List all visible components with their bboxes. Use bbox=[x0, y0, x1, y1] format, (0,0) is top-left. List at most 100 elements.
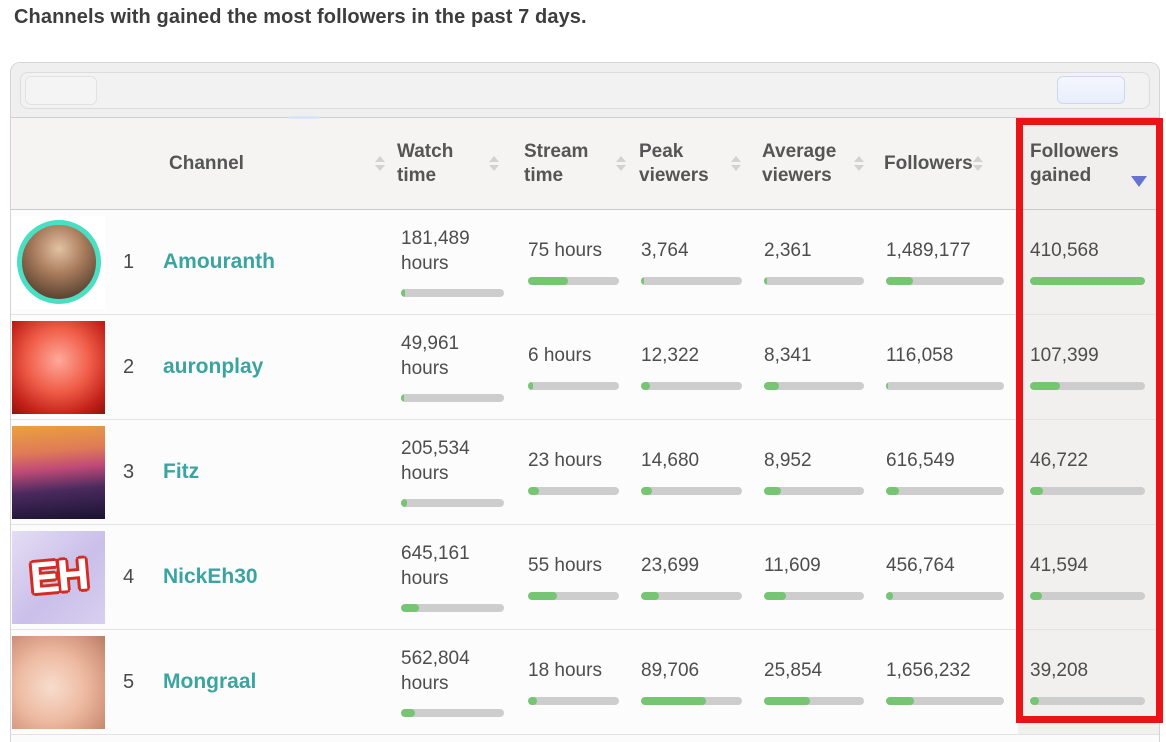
watch-time-cell: 562,804 hours bbox=[391, 630, 518, 734]
stream-time-cell: 18 hours bbox=[518, 630, 633, 734]
filter-bar[interactable] bbox=[20, 72, 1150, 109]
stream-time-cell: 23 hours bbox=[518, 420, 633, 524]
column-header-average-viewers[interactable]: Average viewers bbox=[756, 118, 878, 209]
stream-time-value: 75 hours bbox=[528, 240, 602, 262]
peak-viewers-value: 89,706 bbox=[641, 660, 700, 682]
progress-bar bbox=[401, 289, 504, 298]
channel-link[interactable]: Amouranth bbox=[163, 250, 275, 273]
peak-viewers-cell: 89,706 bbox=[633, 630, 756, 734]
progress-bar bbox=[401, 604, 504, 613]
table-row: 2 auronplay 49,961 hours 6 hours 12,322 … bbox=[11, 315, 1159, 420]
channel-link[interactable]: Mongraal bbox=[163, 670, 257, 693]
sort-arrows-icon[interactable] bbox=[731, 156, 741, 171]
progress-bar bbox=[1030, 696, 1145, 705]
sort-arrows-icon[interactable] bbox=[375, 156, 385, 171]
filter-chip[interactable] bbox=[25, 76, 97, 105]
followers-gained-cell: 41,594 bbox=[1018, 525, 1159, 629]
stream-time-cell: 55 hours bbox=[518, 525, 633, 629]
followers-gained-cell: 410,568 bbox=[1018, 210, 1159, 314]
progress-bar bbox=[528, 276, 619, 285]
progress-bar bbox=[764, 591, 864, 600]
average-viewers-cell: 25,854 bbox=[756, 630, 878, 734]
average-viewers-value: 8,341 bbox=[764, 345, 812, 367]
followers-value: 456,764 bbox=[886, 555, 955, 577]
watch-time-cell: 49,961 hours bbox=[391, 315, 518, 419]
progress-bar bbox=[528, 696, 619, 705]
column-header-stream-time[interactable]: Stream time bbox=[518, 118, 633, 209]
progress-bar bbox=[764, 486, 864, 495]
avatar-image bbox=[16, 220, 101, 304]
progress-bar bbox=[1030, 381, 1145, 390]
peak-viewers-value: 23,699 bbox=[641, 555, 700, 577]
rank: 4 bbox=[122, 565, 135, 588]
column-header-followers[interactable]: Followers bbox=[878, 118, 1018, 209]
average-viewers-value: 11,609 bbox=[764, 555, 821, 577]
channel-link[interactable]: NickEh30 bbox=[163, 565, 258, 588]
followers-gained-cell: 46,722 bbox=[1018, 420, 1159, 524]
followers-gained-value: 46,722 bbox=[1030, 450, 1089, 472]
column-header-label: Followers gained bbox=[1030, 140, 1119, 186]
peak-viewers-cell: 12,322 bbox=[633, 315, 756, 419]
column-header-label: Watch time bbox=[397, 140, 454, 186]
followers-gained-cell: 107,399 bbox=[1018, 315, 1159, 419]
progress-bar bbox=[641, 591, 742, 600]
rank: 1 bbox=[122, 250, 135, 273]
progress-bar bbox=[886, 591, 1004, 600]
channel-link[interactable]: Fitz bbox=[163, 460, 200, 483]
sort-arrows-icon[interactable] bbox=[972, 156, 983, 171]
column-header-label: Average viewers bbox=[762, 140, 837, 186]
column-header-label: Peak viewers bbox=[639, 140, 709, 186]
column-header-followers-gained[interactable]: Followers gained bbox=[1018, 118, 1159, 209]
column-header-channel[interactable]: Channel bbox=[151, 118, 391, 209]
avatar[interactable] bbox=[11, 315, 106, 419]
rank: 5 bbox=[122, 670, 135, 693]
peak-viewers-cell: 3,764 bbox=[633, 210, 756, 314]
watch-time-value: 49,961 hours bbox=[401, 332, 460, 379]
sort-descending-icon[interactable] bbox=[1131, 176, 1147, 187]
avatar[interactable]: EH bbox=[11, 525, 106, 629]
filter-action-button[interactable] bbox=[1057, 76, 1125, 104]
table-row: 5 Mongraal 562,804 hours 18 hours 89,706… bbox=[11, 630, 1159, 735]
column-header-label: Followers bbox=[884, 152, 973, 174]
column-header-watch-time[interactable]: Watch time bbox=[391, 118, 518, 209]
avatar[interactable] bbox=[11, 210, 106, 314]
table-row: EH 4 NickEh30 645,161 hours 55 hours 23,… bbox=[11, 525, 1159, 630]
average-viewers-cell: 2,361 bbox=[756, 210, 878, 314]
progress-bar bbox=[886, 276, 1004, 285]
page-title: Channels with gained the most followers … bbox=[14, 6, 587, 28]
header-rank-spacer bbox=[106, 118, 151, 209]
stream-time-value: 6 hours bbox=[528, 345, 592, 367]
column-header-label: Stream time bbox=[524, 140, 589, 186]
progress-bar bbox=[886, 381, 1004, 390]
peak-viewers-cell: 23,699 bbox=[633, 525, 756, 629]
followers-cell: 456,764 bbox=[878, 525, 1018, 629]
watch-time-cell: 205,534 hours bbox=[391, 420, 518, 524]
progress-bar bbox=[764, 381, 864, 390]
progress-bar bbox=[764, 276, 864, 285]
filter-underline bbox=[289, 116, 319, 119]
sort-arrows-icon[interactable] bbox=[854, 156, 864, 171]
followers-gained-value: 39,208 bbox=[1030, 660, 1089, 682]
average-viewers-value: 25,854 bbox=[764, 660, 823, 682]
leaderboard-panel: Channel Watch time Stream time Peak view… bbox=[10, 62, 1160, 742]
sort-arrows-icon[interactable] bbox=[616, 156, 626, 171]
progress-bar bbox=[641, 381, 742, 390]
average-viewers-cell: 11,609 bbox=[756, 525, 878, 629]
watch-time-value: 205,534 hours bbox=[401, 437, 470, 484]
stream-time-cell: 75 hours bbox=[518, 210, 633, 314]
average-viewers-cell: 8,341 bbox=[756, 315, 878, 419]
avatar[interactable] bbox=[11, 420, 106, 524]
followers-gained-value: 41,594 bbox=[1030, 555, 1089, 577]
stream-time-cell: 6 hours bbox=[518, 315, 633, 419]
followers-cell: 1,656,232 bbox=[878, 630, 1018, 734]
avatar[interactable] bbox=[11, 630, 106, 734]
watch-time-value: 645,161 hours bbox=[401, 542, 470, 589]
progress-bar bbox=[528, 486, 619, 495]
progress-bar bbox=[764, 696, 864, 705]
watch-time-cell: 181,489 hours bbox=[391, 210, 518, 314]
progress-bar bbox=[401, 394, 504, 403]
sort-arrows-icon[interactable] bbox=[489, 156, 499, 171]
progress-bar bbox=[886, 696, 1004, 705]
channel-link[interactable]: auronplay bbox=[163, 355, 264, 378]
column-header-peak-viewers[interactable]: Peak viewers bbox=[633, 118, 756, 209]
